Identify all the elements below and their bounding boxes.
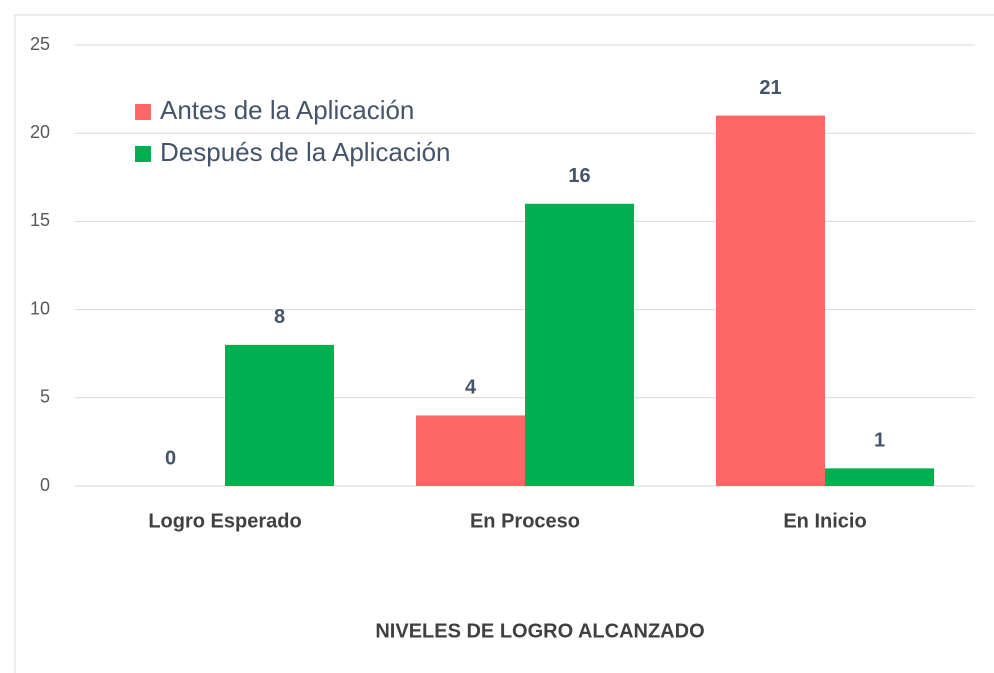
bar bbox=[225, 344, 334, 486]
data-label: 8 bbox=[274, 306, 285, 328]
y-tick-label: 20 bbox=[30, 122, 50, 142]
legend-label: Antes de la Aplicación bbox=[160, 95, 414, 125]
x-tick-label: En Proceso bbox=[470, 510, 580, 532]
data-label: 16 bbox=[568, 165, 590, 187]
y-tick-label: 5 bbox=[40, 387, 50, 407]
data-label: 4 bbox=[465, 377, 477, 399]
legend-swatch bbox=[135, 104, 151, 120]
legend-swatch bbox=[135, 146, 151, 162]
legend-label: Después de la Aplicación bbox=[160, 137, 451, 167]
bar bbox=[525, 203, 634, 486]
data-label: 0 bbox=[165, 447, 176, 469]
data-label: 1 bbox=[874, 430, 885, 452]
bar bbox=[416, 415, 525, 486]
x-axis-title: NIVELES DE LOGRO ALCANZADO bbox=[375, 620, 704, 642]
x-tick-label: Logro Esperado bbox=[148, 510, 301, 532]
y-tick-label: 0 bbox=[40, 475, 50, 495]
bar bbox=[716, 115, 825, 486]
y-tick-label: 25 bbox=[30, 34, 50, 54]
x-tick-label: En Inicio bbox=[783, 510, 866, 532]
y-tick-label: 10 bbox=[30, 298, 50, 318]
y-tick-label: 15 bbox=[30, 210, 50, 230]
bar bbox=[825, 468, 934, 486]
data-label: 21 bbox=[759, 77, 781, 99]
chart-frame bbox=[14, 14, 994, 673]
